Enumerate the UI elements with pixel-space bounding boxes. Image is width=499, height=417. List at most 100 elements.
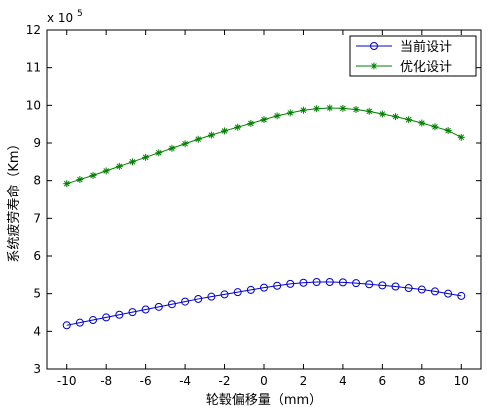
data-point-star	[168, 144, 176, 152]
data-point-star	[207, 131, 215, 139]
data-point-circle	[220, 290, 229, 299]
data-point-star	[339, 104, 347, 112]
data-point-circle	[233, 288, 242, 297]
data-point-star	[431, 123, 439, 131]
data-point-star	[299, 106, 307, 114]
data-point-star	[102, 167, 110, 175]
y-tick-label: 3	[33, 362, 41, 376]
data-point-circle	[325, 277, 334, 286]
y-axis-title: 系统疲劳寿命（Km）	[6, 137, 22, 262]
x-tick-label: -10	[57, 374, 77, 388]
data-point-circle	[167, 300, 176, 309]
y-tick-label: 11	[26, 61, 41, 75]
x-tick-label: -6	[140, 374, 152, 388]
x-tick-label: 2	[300, 374, 308, 388]
data-point-circle	[128, 308, 137, 317]
series-line	[66, 281, 462, 326]
data-point-circle	[312, 277, 321, 286]
data-point-circle	[299, 278, 308, 287]
series-1	[62, 277, 466, 330]
plot-area	[46, 29, 482, 370]
data-point-star	[76, 176, 84, 184]
data-point-star	[405, 116, 413, 124]
data-point-circle	[246, 285, 255, 294]
y-tick-label: 6	[33, 249, 41, 263]
ticks: -10 -8 -6 -4 -2 0 2 4 6 8 10 3 4 5 6 7 8 9 10 11 12	[26, 23, 481, 388]
data-point-star	[128, 158, 136, 166]
data-point-star	[392, 113, 400, 121]
x-axis-title: 轮毂偏移量（mm）	[206, 393, 322, 408]
y-tick-label: 5	[33, 287, 41, 301]
data-point-circle	[457, 291, 466, 300]
data-point-star	[273, 112, 281, 120]
data-point-circle	[286, 279, 295, 288]
x-tick-label: -2	[219, 374, 231, 388]
legend-label: 优化设计	[400, 60, 452, 75]
x-tick-label: 8	[418, 374, 426, 388]
y-tick-label: 9	[33, 136, 41, 150]
data-point-circle	[154, 302, 163, 311]
x-tick-label: 4	[339, 374, 347, 388]
data-point-star	[142, 153, 150, 161]
x-tick-label: -4	[179, 374, 191, 388]
y-tick-label: 12	[26, 23, 41, 37]
data-point-circle	[404, 284, 413, 293]
data-point-star	[115, 162, 123, 170]
x-tick-label: 6	[379, 374, 387, 388]
data-point-star	[457, 133, 465, 141]
data-point-star	[313, 105, 321, 113]
data-point-star	[370, 62, 378, 70]
x-tick-label: 0	[260, 374, 268, 388]
data-point-star	[247, 119, 255, 127]
legend-item: 当前设计	[356, 39, 452, 55]
data-point-star	[418, 119, 426, 127]
series-layer	[62, 104, 466, 330]
y-tick-label: 10	[26, 98, 41, 112]
data-point-star	[63, 180, 71, 188]
data-point-star	[286, 109, 294, 117]
y-tick-label: 7	[33, 211, 41, 225]
x-tick-label: 10	[454, 374, 469, 388]
data-point-circle	[141, 305, 150, 314]
data-point-circle	[430, 287, 439, 296]
y-tick-label: 4	[33, 324, 41, 338]
data-point-circle	[260, 283, 268, 292]
legend-box	[349, 35, 477, 77]
data-point-star	[444, 127, 452, 135]
x-tick-label: -8	[100, 374, 112, 388]
data-point-star	[234, 123, 242, 131]
data-point-star	[181, 140, 189, 148]
legend-item: 优化设计	[356, 60, 452, 75]
legend-label: 当前设计	[400, 39, 452, 55]
data-point-star	[352, 105, 360, 113]
data-point-circle	[194, 294, 203, 303]
data-point-star	[194, 135, 202, 143]
y-tick-label: 8	[33, 174, 41, 188]
data-point-circle	[102, 313, 111, 322]
data-point-circle	[378, 281, 387, 290]
series-2	[63, 104, 465, 188]
data-point-star	[155, 149, 163, 157]
data-point-circle	[444, 289, 453, 298]
data-point-circle	[273, 281, 282, 290]
data-point-circle	[115, 310, 124, 319]
data-point-circle	[75, 318, 84, 327]
data-point-circle	[62, 321, 71, 330]
data-point-circle	[207, 292, 216, 301]
y-scale-label: x 10 5	[47, 9, 83, 25]
data-point-circle	[181, 297, 190, 306]
data-point-star	[89, 171, 97, 179]
data-point-circle	[370, 42, 378, 50]
data-point-star	[326, 104, 334, 112]
data-point-star	[260, 116, 268, 124]
data-point-circle	[391, 282, 400, 291]
data-point-circle	[352, 279, 361, 288]
data-point-circle	[365, 280, 374, 289]
data-point-star	[365, 107, 373, 115]
data-point-star	[378, 110, 386, 118]
data-point-star	[221, 127, 229, 135]
